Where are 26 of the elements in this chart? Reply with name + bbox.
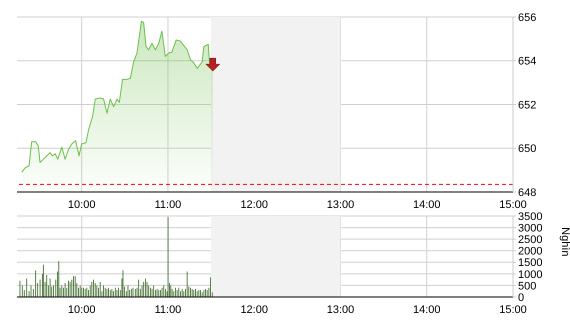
x-tick-label: 13:00 — [326, 198, 354, 211]
x-tick-label: 11:00 — [154, 198, 182, 211]
x-tick-label: 15:00 — [499, 198, 527, 211]
x-tick-label: 10:00 — [68, 198, 96, 211]
x-tick-label: 12:00 — [240, 304, 268, 316]
y-tick-label: 656 — [518, 12, 536, 24]
y-tick-label: 648 — [518, 186, 536, 199]
x-tick-label: 11:00 — [154, 304, 182, 316]
y-tick-label: 0 — [518, 292, 524, 304]
y-tick-label: 3500 — [518, 210, 542, 223]
y-axis-title: Nghìn — [559, 227, 570, 256]
y-tick-label: 1000 — [518, 268, 542, 281]
x-tick-label: 12:00 — [240, 198, 268, 211]
y-tick-label: 500 — [518, 280, 536, 292]
x-tick-label: 14:00 — [412, 304, 441, 316]
x-tick-label: 13:00 — [326, 304, 354, 316]
x-tick-label: 15:00 — [499, 304, 527, 316]
y-tick-label: 2000 — [518, 246, 542, 258]
x-tick-label: 14:00 — [412, 198, 441, 211]
x-tick-label: 10:00 — [68, 304, 96, 316]
y-tick-label: 650 — [518, 143, 536, 156]
y-tick-label: 3000 — [518, 222, 542, 234]
y-tick-label: 654 — [518, 56, 536, 68]
y-tick-label: 652 — [518, 99, 536, 112]
y-tick-label: 2500 — [518, 234, 542, 246]
y-tick-label: 1500 — [518, 257, 542, 270]
